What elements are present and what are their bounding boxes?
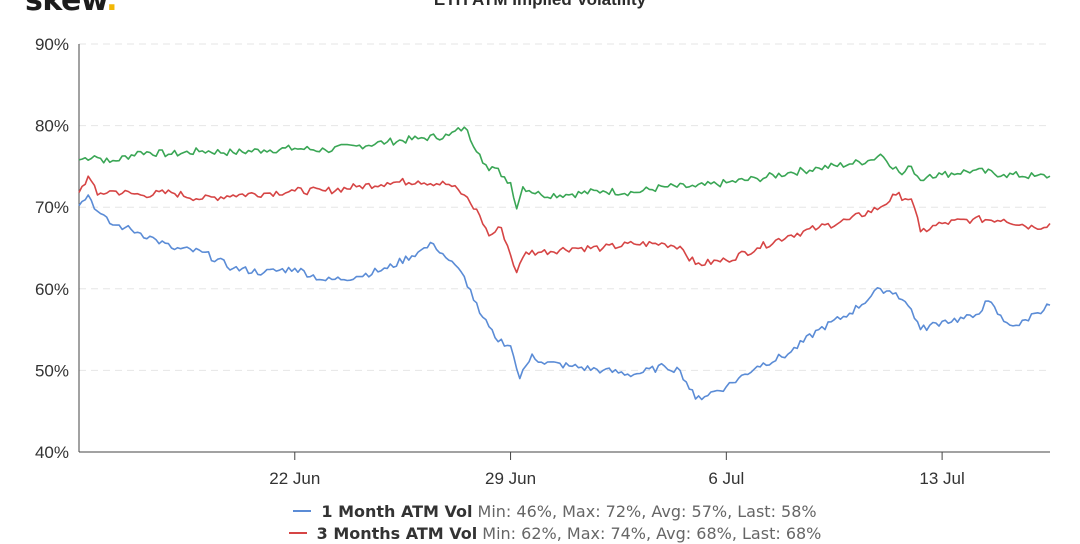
x-tick-label: 13 Jul	[919, 469, 964, 488]
series-line-6-months-atm-vol	[78, 126, 1051, 210]
y-tick-label-80: 80%	[35, 117, 69, 136]
x-tick-label: 6 Jul	[708, 469, 744, 488]
skew-logo-text: skew	[25, 0, 107, 18]
legend-stats-1-month: Min: 46%, Max: 72%, Avg: 57%, Last: 58%	[477, 501, 817, 521]
legend-stats-3-months: Min: 62%, Max: 74%, Avg: 68%, Last: 68%	[482, 523, 822, 543]
y-tick-label-90: 90%	[35, 35, 69, 54]
series-line-3-months-atm-vol	[78, 175, 1051, 274]
grid-lines	[79, 43, 1050, 371]
legend-swatch-1-month	[293, 510, 312, 512]
series-lines	[78, 126, 1051, 401]
x-tick-label: 22 Jun	[269, 469, 320, 488]
y-tick-label-60: 60%	[35, 280, 69, 299]
chart-title: ETH ATM Implied Volatility	[0, 0, 1080, 8]
x-axis-ticks: 22 Jun 29 Jun 6 Jul 13 Jul	[269, 452, 965, 488]
y-tick-label-40: 40%	[35, 443, 69, 462]
skew-logo-dot: .	[106, 0, 118, 18]
y-axis-ticks: 40% 50% 60% 70% 80% 90%	[35, 35, 69, 462]
x-tick-label: 29 Jun	[485, 469, 536, 488]
legend-item-3-months[interactable]: 3 Months ATM Vol Min: 62%, Max: 74%, Avg…	[30, 522, 1080, 544]
legend-swatch-3-months	[288, 532, 307, 534]
chart-plot: 40% 50% 60% 70% 80% 90% 22 Jun 29 Jun 6 Jul 13 J…	[35, 35, 1051, 488]
legend-item-1-month[interactable]: 1 Month ATM Vol Min: 46%, Max: 72%, Avg:…	[30, 500, 1080, 522]
skew-logo: skew.	[25, 0, 118, 18]
legend: 1 Month ATM Vol Min: 46%, Max: 72%, Avg:…	[0, 500, 1080, 544]
y-tick-label-70: 70%	[35, 198, 69, 217]
legend-name-1-month: 1 Month ATM Vol	[321, 501, 473, 521]
legend-name-3-months: 3 Months ATM Vol	[316, 523, 478, 543]
series-line-1-month-atm-vol	[78, 194, 1051, 401]
y-tick-label-50: 50%	[35, 361, 69, 380]
